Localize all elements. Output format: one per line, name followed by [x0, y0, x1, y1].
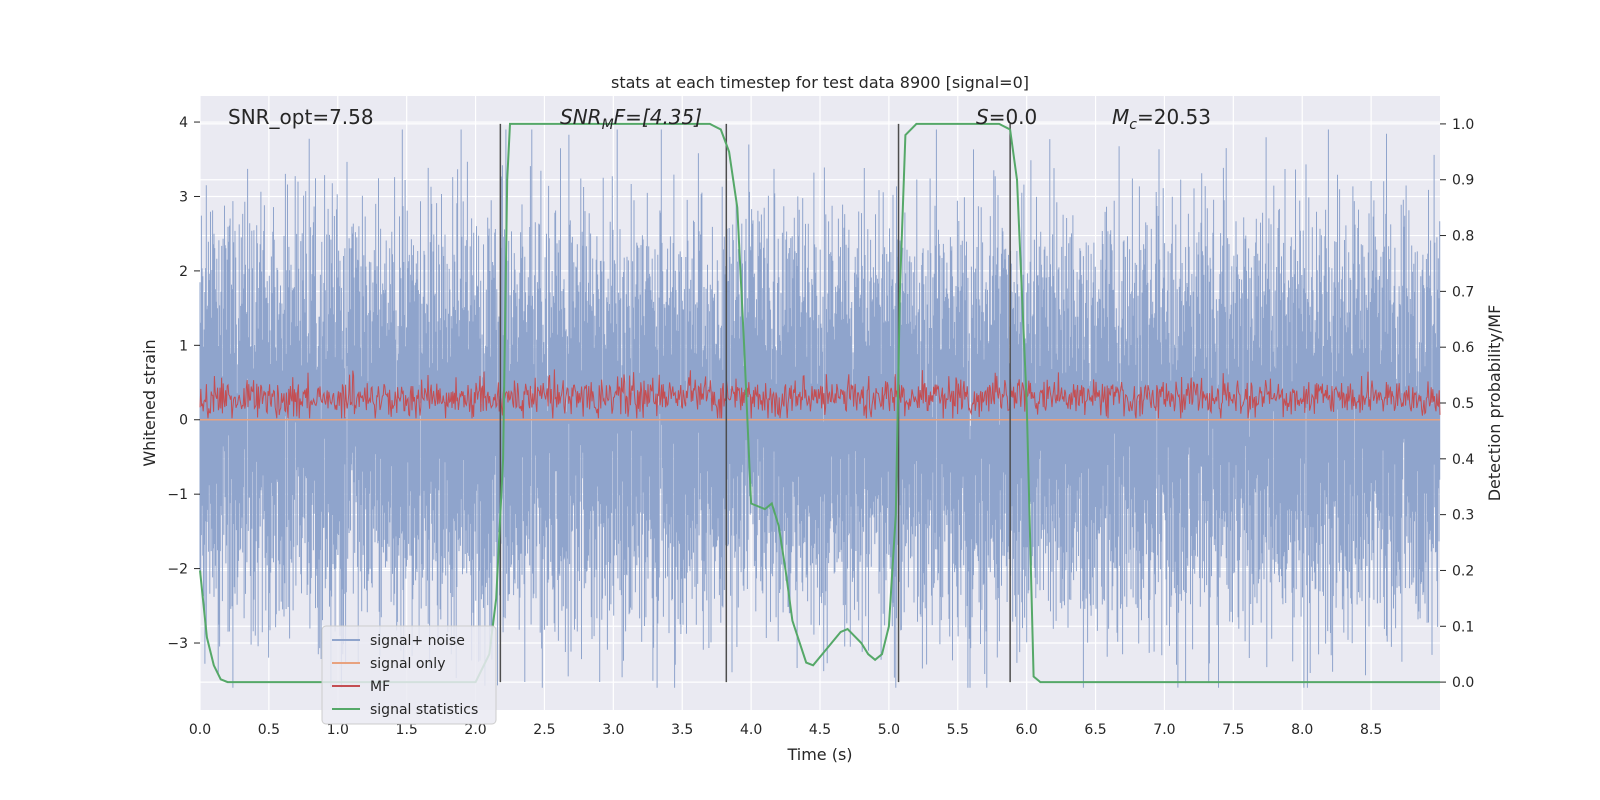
y-tick-label: 1: [179, 338, 188, 354]
x-tick-label: 8.5: [1360, 722, 1382, 738]
legend-box: [321, 625, 497, 725]
y2-tick-label: 0.1: [1452, 619, 1474, 635]
x-tick-label: 6.5: [1084, 722, 1106, 738]
y2-tick-label: 1.0: [1452, 117, 1474, 133]
x-tick-label: 5.5: [947, 722, 969, 738]
y2-tick-label: 0.3: [1452, 508, 1474, 524]
y2-tick-label: 0.6: [1452, 340, 1474, 356]
y-tick-label: 4: [179, 115, 188, 131]
x-tick-label: 4.0: [740, 722, 762, 738]
y2-tick-label: 0.9: [1452, 173, 1474, 189]
annotation-s: S=0.0: [976, 105, 1037, 129]
x-tick-label: 8.0: [1291, 722, 1313, 738]
y2-tick-label: 0.7: [1452, 284, 1474, 300]
x-tick-label: 1.0: [327, 722, 349, 738]
y-axis-label: Whitened strain: [140, 339, 159, 466]
x-tick-label: 4.5: [809, 722, 831, 738]
annotation-mc: Mc=20.53: [1112, 105, 1211, 133]
x-axis-ticks: 0.0 0.5 1.0 1.5 2.0 2.5 3.0 3.5 4.0 4.5 5.0 5.5 6.0 6…: [189, 722, 1382, 738]
x-tick-label: 3.0: [602, 722, 624, 738]
x-tick-label: 7.0: [1153, 722, 1175, 738]
x-tick-label: 2.0: [464, 722, 486, 738]
x-axis-label: Time (s): [786, 745, 852, 764]
y2-tick-label: 0.4: [1452, 452, 1474, 468]
legend-label-signal-statistics: signal statistics: [370, 702, 478, 718]
x-tick-label: 0.5: [258, 722, 280, 738]
x-tick-label: 0.0: [189, 722, 211, 738]
x-tick-label: 3.5: [671, 722, 693, 738]
y-tick-label: 2: [179, 264, 188, 280]
y-tick-label: −3: [167, 636, 188, 652]
annotation-snr-opt: SNR_opt=7.58: [228, 105, 374, 129]
annotation-snr-mf: SNRMF=[4.35]: [560, 105, 702, 133]
y-tick-label: 0: [179, 413, 188, 429]
legend-label-signal-noise: signal+ noise: [370, 633, 465, 649]
x-tick-label: 5.0: [878, 722, 900, 738]
legend-label-signal-only: signal only: [370, 656, 445, 672]
x-tick-label: 7.5: [1222, 722, 1244, 738]
y-tick-label: −1: [167, 487, 188, 503]
mf-line: [199, 369, 1441, 419]
chart-title: stats at each timestep for test data 890…: [611, 73, 1029, 92]
legend-label-mf: MF: [370, 679, 390, 695]
y2-tick-label: 0.5: [1452, 396, 1474, 412]
y2-axis-label: Detection probability/MF: [1485, 305, 1504, 502]
y2-axis-ticks: 1.0 0.9 0.8 0.7 0.6 0.5 0.4 0.3 0.2 0.1 0.0: [1440, 117, 1474, 691]
legend: signal+ noise signal only MF signal stat…: [321, 625, 497, 725]
x-tick-label: 2.5: [533, 722, 555, 738]
mf-series: [199, 369, 1441, 419]
y-axis-ticks: 4 3 2 1 0 −1 −2 −3: [167, 115, 200, 652]
x-tick-label: 1.5: [396, 722, 418, 738]
y2-tick-label: 0.2: [1452, 563, 1474, 579]
y-tick-label: −2: [167, 562, 188, 578]
y-tick-label: 3: [179, 189, 188, 205]
y2-tick-label: 0.8: [1452, 229, 1474, 245]
y2-tick-label: 0.0: [1452, 675, 1474, 691]
x-tick-label: 6.0: [1016, 722, 1038, 738]
